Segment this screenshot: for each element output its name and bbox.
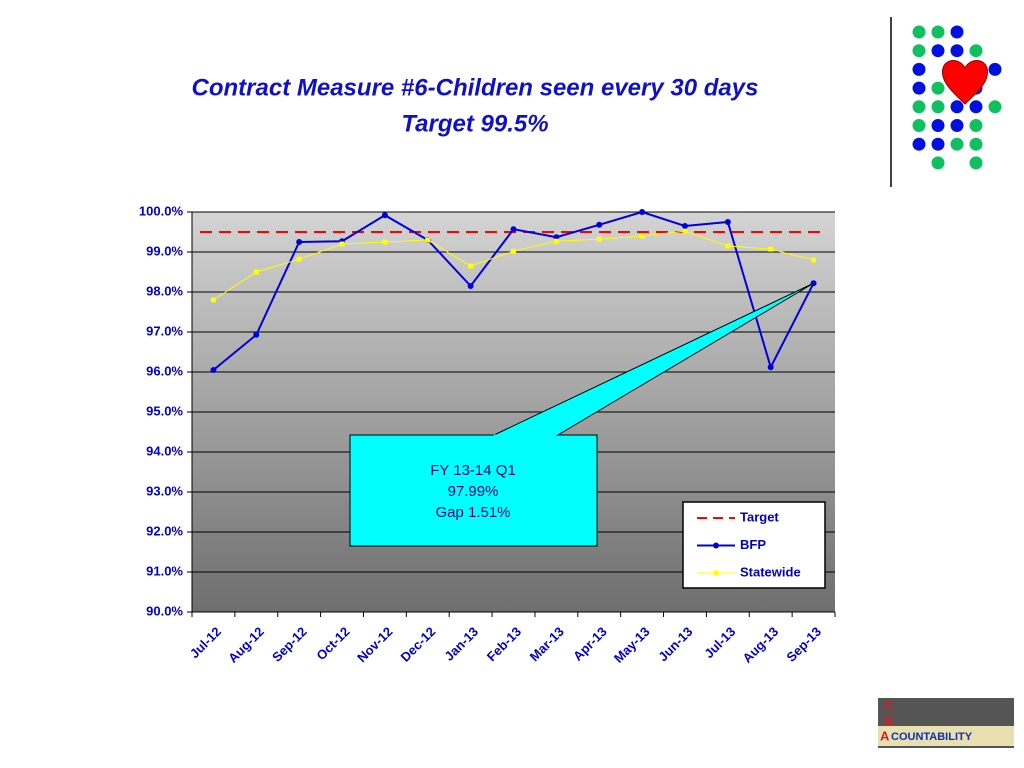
logo-dot [912, 81, 926, 95]
logo-dot [969, 100, 983, 114]
data-point [296, 256, 302, 262]
logo-dot [969, 44, 983, 58]
y-tick-label: 90.0% [146, 603, 183, 618]
data-point [811, 257, 817, 263]
logo-dot [969, 119, 983, 132]
data-point [553, 238, 559, 244]
chart-title: Contract Measure #6-Children seen every … [192, 74, 759, 101]
y-tick-label: 96.0% [146, 363, 183, 378]
x-tick-label: Nov-12 [354, 624, 395, 665]
legend-marker [713, 542, 719, 549]
data-point [382, 239, 388, 245]
callout-text: 97.99% [448, 483, 499, 500]
data-point [468, 263, 474, 269]
logo-dot [969, 137, 983, 151]
data-point [467, 283, 474, 289]
logo-dot [931, 100, 945, 114]
logo-dot [912, 62, 926, 76]
data-point [210, 367, 217, 373]
data-point [767, 364, 774, 371]
logo-dot [931, 137, 945, 151]
logo-dot [950, 119, 964, 132]
data-point [639, 209, 646, 215]
data-point [253, 269, 259, 275]
legend-label: Statewide [740, 564, 801, 579]
data-point [296, 239, 303, 245]
logo-dot [931, 119, 945, 132]
x-tick-label: Sep-13 [783, 624, 824, 665]
x-tick-label: Dec-12 [398, 624, 439, 665]
x-tick-label: Feb-13 [484, 624, 524, 664]
logo-letter: C [884, 698, 894, 713]
data-point [253, 331, 260, 338]
logo-band [878, 726, 1014, 746]
logo-dot [912, 137, 926, 151]
x-tick-label: Aug-12 [225, 624, 267, 666]
data-point [210, 297, 216, 303]
y-tick-label: 91.0% [146, 563, 183, 578]
x-tick-label: Mar-13 [527, 624, 567, 664]
callout-text: Gap 1.51% [435, 504, 510, 521]
logo-dot [912, 44, 926, 58]
y-tick-label: 95.0% [146, 403, 183, 418]
logo-dot [912, 100, 926, 114]
legend-label: Target [740, 509, 779, 524]
data-point [510, 226, 517, 233]
y-tick-label: 99.0% [146, 243, 183, 258]
logo-dot [931, 44, 945, 58]
y-tick-label: 98.0% [146, 283, 183, 298]
logo-wordmark: COUNTABILITY [891, 731, 973, 743]
x-tick-label: Jun-13 [655, 624, 695, 664]
logo-letter: B [884, 713, 893, 728]
x-tick-label: Jul-12 [187, 624, 224, 661]
chart-subtitle: Target 99.5% [401, 110, 548, 137]
data-point [725, 243, 731, 249]
legend-label: BFP [740, 537, 766, 552]
logo-dot [988, 62, 1002, 76]
legend-marker [713, 570, 719, 576]
logo-dot [931, 25, 945, 39]
logo-dot [950, 25, 964, 39]
data-point [681, 223, 688, 229]
x-tick-label: Apr-13 [570, 624, 610, 664]
logo-dot [931, 81, 945, 95]
logo-dot [912, 25, 926, 39]
logo-dot [950, 137, 964, 151]
data-point [511, 248, 516, 254]
logo-heart [941, 60, 989, 105]
x-tick-label: Oct-12 [313, 624, 352, 663]
data-point [768, 246, 774, 252]
x-tick-label: Jul-13 [701, 624, 738, 661]
logo-dot [988, 100, 1002, 114]
callout-text: FY 13-14 Q1 [430, 462, 516, 479]
data-point [724, 219, 731, 225]
data-point [682, 228, 688, 234]
data-point [596, 221, 603, 228]
logo-letter: A [880, 728, 890, 743]
logo-accountability: C B A COUNTABILITY [878, 698, 1014, 748]
callout-box [349, 434, 598, 547]
data-point [639, 233, 645, 239]
logo-dot [950, 100, 964, 114]
x-tick-label: Aug-13 [739, 624, 781, 666]
x-tick-label: May-13 [611, 624, 653, 666]
data-point [339, 241, 345, 247]
logo-dots [912, 25, 1002, 170]
y-tick-label: 100.0% [139, 203, 184, 218]
data-point [596, 236, 602, 242]
x-tick-label: Jan-13 [441, 624, 481, 664]
logo-dot [931, 156, 945, 170]
logo-dot [950, 44, 964, 58]
logo-dot [969, 156, 983, 170]
data-point [381, 212, 388, 219]
logo-dot [912, 119, 926, 132]
x-tick-label: Sep-12 [269, 624, 310, 665]
data-point [425, 237, 431, 243]
y-tick-label: 92.0% [146, 523, 183, 538]
y-tick-label: 93.0% [146, 483, 183, 498]
y-tick-label: 94.0% [146, 443, 183, 458]
y-tick-label: 97.0% [146, 323, 183, 338]
